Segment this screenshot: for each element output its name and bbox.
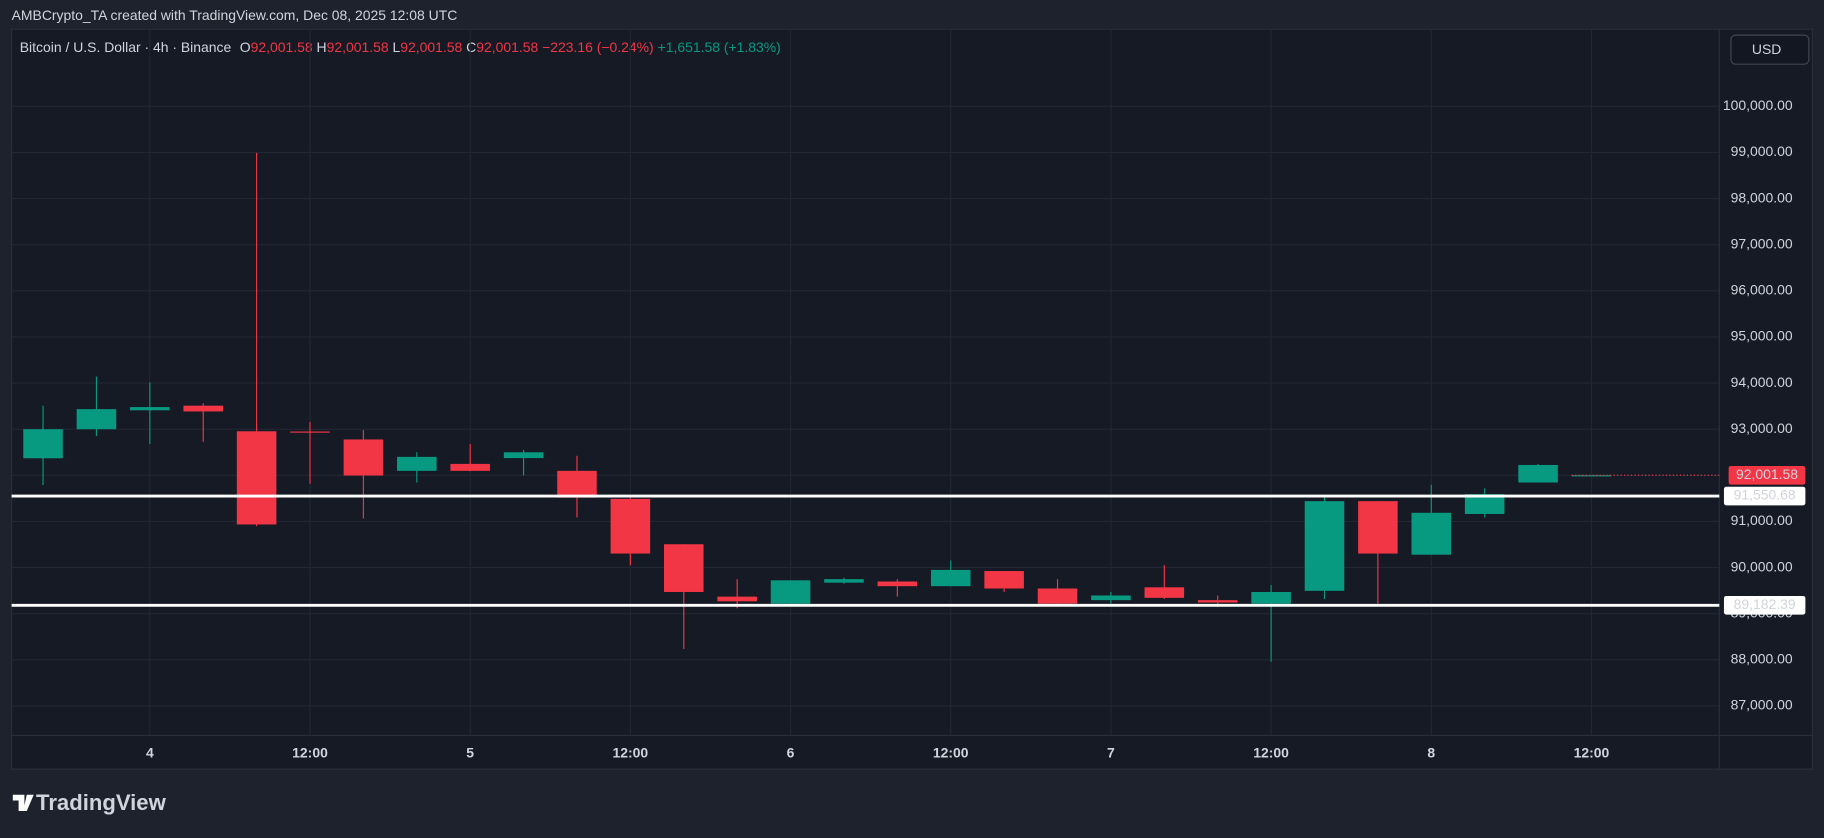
- ohlc-value: 92,001.58: [400, 39, 462, 55]
- candle-body: [343, 439, 384, 476]
- candle-body: [610, 498, 651, 554]
- candle-body: [290, 431, 330, 433]
- ohlc-value: 92,001.58: [327, 39, 389, 55]
- legend: Bitcoin / U.S. Dollar · 4h · Binance O92…: [20, 39, 781, 55]
- candle-body: [23, 429, 63, 459]
- ohlc-label: C: [466, 39, 476, 55]
- y-tick-label: 93,000.00: [1731, 420, 1793, 436]
- candle-body: [1091, 595, 1131, 601]
- candle-body: [1304, 501, 1345, 591]
- y-tick-label: 100,000.00: [1723, 97, 1793, 113]
- candle-body: [824, 579, 864, 583]
- y-tick-label: 98,000.00: [1731, 189, 1793, 205]
- x-tick-label: 8: [1427, 745, 1435, 761]
- y-tick-label: 97,000.00: [1731, 235, 1793, 251]
- ohlc-value: 92,001.58: [476, 39, 538, 55]
- candle-body: [1358, 501, 1398, 554]
- candle-body: [1037, 588, 1078, 604]
- candle-body: [397, 456, 437, 471]
- brand: TradingView: [36, 790, 167, 815]
- x-tick-label: 12:00: [933, 745, 969, 761]
- candle-body: [76, 409, 117, 430]
- candle-body: [130, 407, 170, 411]
- candle-body: [984, 571, 1024, 589]
- x-tick-label: 12:00: [292, 745, 328, 761]
- x-tick-label: 6: [787, 745, 795, 761]
- candle-body: [236, 431, 277, 525]
- x-tick-label: 7: [1107, 745, 1115, 761]
- x-tick-label: 5: [466, 745, 474, 761]
- level-label-box: [1723, 486, 1806, 506]
- level-label-box: [1723, 595, 1806, 615]
- candle-body: [1518, 464, 1558, 483]
- change-since: +1,651.58 (+1.83%): [658, 39, 781, 55]
- candle-body: [1464, 494, 1505, 514]
- candle-body: [503, 452, 544, 459]
- candle-body: [557, 470, 597, 498]
- x-tick-label: 12:00: [613, 745, 649, 761]
- y-tick-label: 90,000.00: [1731, 558, 1793, 574]
- attribution: AMBCrypto_TA created with TradingView.co…: [12, 7, 458, 23]
- brand-logo: [12, 794, 34, 812]
- level-label: 89,182.39: [1734, 596, 1796, 612]
- symbol: Bitcoin / U.S. Dollar · 4h · Binance: [20, 39, 232, 55]
- y-tick-label: 88,000.00: [1731, 651, 1793, 667]
- ohlc-label: H: [317, 39, 327, 55]
- x-tick-label: 4: [146, 745, 154, 761]
- chart-panel: [11, 28, 1813, 770]
- candle-body: [1197, 600, 1238, 603]
- last-price-box: [1728, 465, 1806, 485]
- x-tick-label: 12:00: [1574, 745, 1610, 761]
- candle-body: [717, 596, 757, 602]
- y-tick-label: 95,000.00: [1731, 328, 1793, 344]
- y-tick-label: 94,000.00: [1731, 374, 1793, 390]
- y-tick-label: 96,000.00: [1731, 282, 1793, 298]
- candle-body: [1144, 587, 1185, 598]
- candle-body: [770, 580, 811, 604]
- ohlc-label: L: [392, 39, 400, 55]
- ohlc-value: 92,001.58: [251, 39, 313, 55]
- candle-body: [1571, 475, 1612, 477]
- candle-body: [1251, 591, 1291, 604]
- candle-body: [663, 544, 704, 592]
- candle-body: [1411, 512, 1452, 555]
- level-label: 91,550.68: [1734, 487, 1796, 503]
- candle-body: [877, 581, 918, 587]
- y-tick-label: 91,000.00: [1731, 512, 1793, 528]
- ohlc-label: O: [240, 39, 251, 55]
- currency[interactable]: USD: [1752, 41, 1781, 57]
- y-tick-label: 87,000.00: [1731, 697, 1793, 713]
- candle-body: [450, 463, 490, 471]
- candle-body: [930, 569, 971, 587]
- change: −223.16 (−0.24%): [542, 39, 654, 55]
- candle-body: [183, 405, 223, 412]
- currency-button[interactable]: [1730, 34, 1810, 65]
- x-tick-label: 12:00: [1253, 745, 1289, 761]
- last-price-label: 92,001.58: [1736, 466, 1798, 482]
- y-tick-label: 99,000.00: [1731, 143, 1793, 159]
